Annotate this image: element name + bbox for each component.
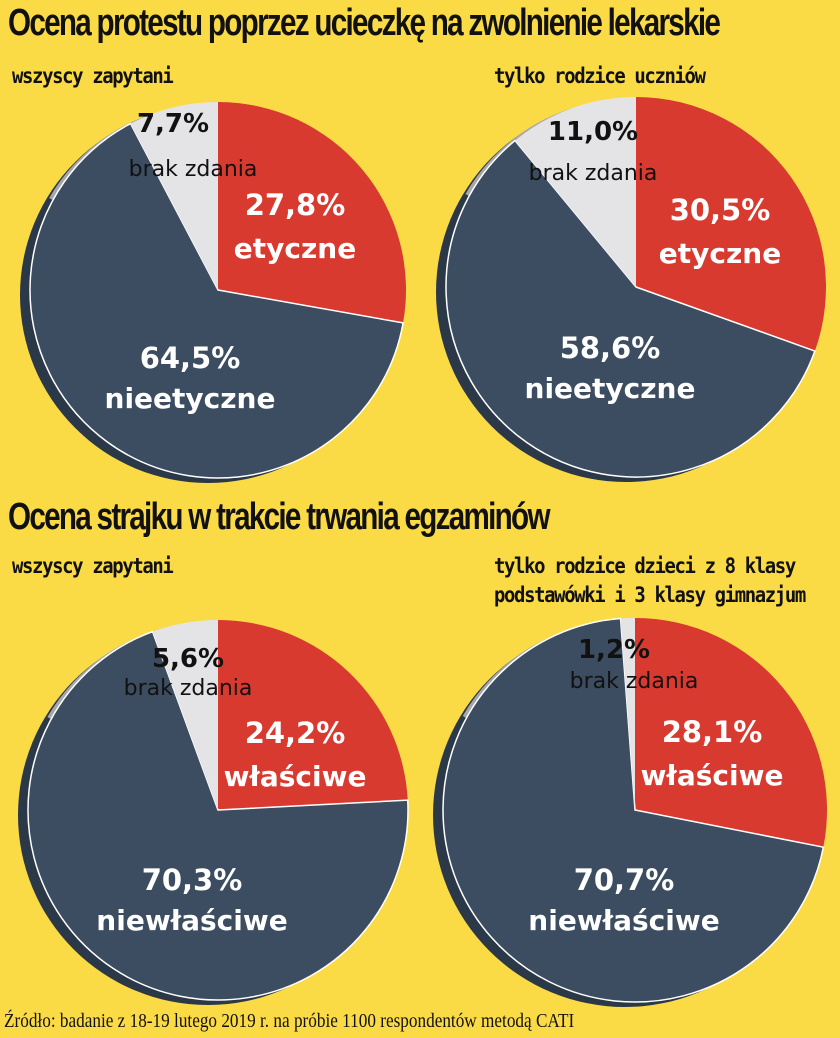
subtitle-line: podstawówki i 3 klasy gimnazjum (494, 583, 806, 607)
subtitle-line: tylko rodzice uczniów (494, 64, 706, 88)
subtitle-line: wszyscy zapytani (12, 64, 174, 88)
slice-value-label: 27,8% (245, 188, 346, 222)
subtitle-line: tylko rodzice dzieci z 8 klasy (494, 554, 796, 578)
slice-category-label: brak zdania (529, 161, 658, 186)
pie-slice-positive (218, 620, 408, 810)
pie-slice-positive (636, 97, 826, 352)
slice-category-label: niewłaściwe (96, 904, 287, 937)
slice-value-label: 64,5% (140, 341, 241, 375)
slice-value-label: 30,5% (670, 193, 771, 227)
slice-category-label: właściwe (641, 759, 784, 792)
chart-subtitle-parents-of-exam-students: tylko rodzice dzieci z 8 klasy podstawów… (494, 552, 806, 610)
pie-slice-no-opinion (130, 102, 218, 290)
section-title-exam-strike: Ocena strajku w trakcie trwania egzaminó… (8, 496, 551, 538)
pie-slice-no-opinion (620, 618, 635, 810)
source-note: Źródło: badanie z 18-19 lutego 2019 r. n… (4, 1010, 575, 1032)
slice-category-label: nieetyczne (525, 372, 696, 405)
slice-value-label: 28,1% (662, 715, 763, 749)
slice-value-label: 24,2% (245, 716, 346, 750)
chart-subtitle-all-respondents-1: wszyscy zapytani (12, 62, 174, 91)
slice-category-label: etyczne (234, 232, 356, 265)
slice-value-label: 70,7% (574, 863, 675, 897)
slice-value-label: 70,3% (142, 863, 243, 897)
slice-category-label: brak zdania (129, 157, 258, 182)
section-title-sick-leave: Ocena protestu poprzez ucieczkę na zwoln… (8, 2, 721, 44)
slice-category-label: nieetyczne (105, 382, 276, 415)
slice-value-label: 5,6% (152, 644, 224, 674)
slice-value-label: 58,6% (560, 331, 661, 365)
pie-slice-negative (442, 617, 825, 1003)
pie-chart-exam-strike-all: 24,2% właściwe 70,3% niewłaściwe 5,6%brak zd… (18, 620, 409, 1005)
slice-category-label: niewłaściwe (528, 904, 719, 937)
pie-slice-positive (635, 618, 827, 848)
chart-subtitle-parents-of-students: tylko rodzice uczniów (494, 62, 706, 91)
pie-slice-negative (27, 630, 409, 1001)
slice-category-label: etyczne (659, 237, 781, 270)
slice-category-label: brak zdania (570, 669, 699, 694)
pie-slice-positive (218, 102, 406, 323)
pie-chart-sick-leave-parents: 30,5% etyczne 58,6% nieetyczne 11,0% brak zda… (436, 97, 826, 482)
slice-value-label: 11,0% (548, 117, 638, 147)
pie-slice-negative (29, 122, 404, 479)
subtitle-line: wszyscy zapytani (12, 554, 174, 578)
slice-category-label: brak zdania (124, 676, 253, 701)
pie-slice-no-opinion (152, 620, 218, 810)
pie-chart-exam-strike-parents: 28,1% właściwe 70,7% niewłaściwe 1,2% brak zd… (433, 617, 827, 1007)
slice-value-label: 7,7% (137, 109, 209, 139)
slice-category-label: właściwe (224, 760, 367, 793)
pie-slice-negative (445, 139, 816, 478)
pie-slice-no-opinion (514, 97, 636, 287)
chart-subtitle-all-respondents-2: wszyscy zapytani (12, 552, 174, 581)
pie-chart-sick-leave-all: 27,8% etyczne 64,5% nieetyczne 7,7% brak zdan… (20, 102, 406, 483)
slice-value-label: 1,2% (578, 635, 650, 665)
